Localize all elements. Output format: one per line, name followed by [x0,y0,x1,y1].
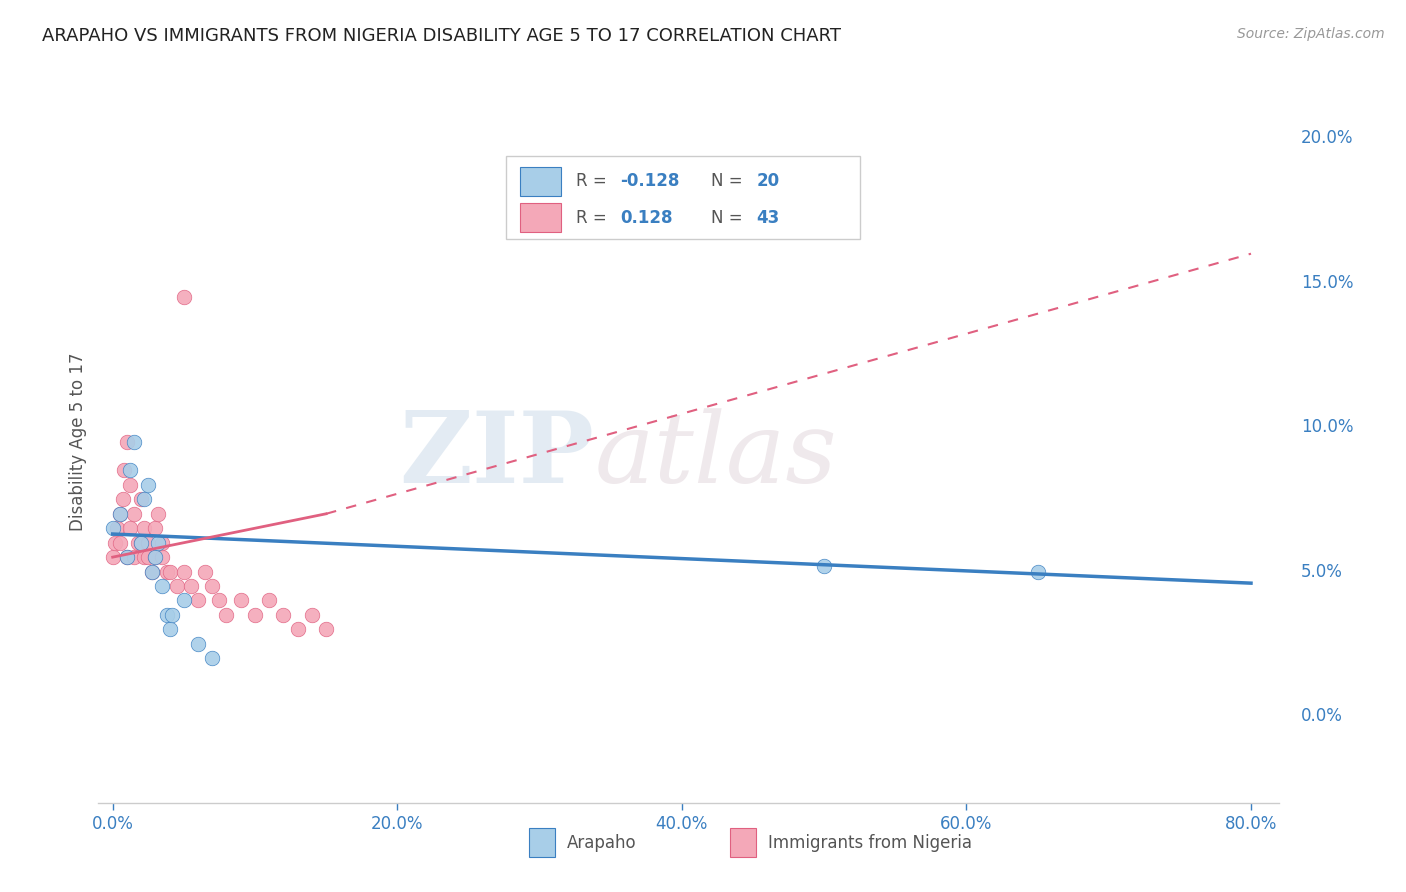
Text: Immigrants from Nigeria: Immigrants from Nigeria [768,833,972,852]
Y-axis label: Disability Age 5 to 17: Disability Age 5 to 17 [69,352,87,531]
Point [115,550,138,565]
Text: Arapaho: Arapaho [567,833,637,852]
Point [104,535,127,549]
Point [152,579,174,593]
Point [129,492,152,507]
Point [129,535,152,549]
Point [118,521,141,535]
Point [287,623,309,637]
Bar [730,828,756,857]
Point [1026,565,1049,579]
Point [148,535,170,549]
Point [122,550,145,565]
Point [187,637,209,651]
Point [141,565,163,579]
Point [273,607,295,622]
Point [315,623,337,637]
Point [187,593,209,607]
Point [143,521,166,535]
Point [108,535,131,549]
Point [111,492,134,507]
Point [108,507,131,521]
Point [127,535,149,549]
Text: ZIP: ZIP [399,408,595,505]
Text: 15.0%: 15.0% [1301,274,1354,292]
FancyBboxPatch shape [506,156,860,239]
Point [143,550,166,565]
Point [257,593,280,607]
Point [201,651,224,665]
Point [122,434,145,449]
Point [108,507,131,521]
Text: atlas: atlas [595,409,837,504]
Text: R =: R = [575,172,612,190]
Point [159,565,181,579]
Point [136,550,159,565]
Text: 0.0%: 0.0% [1301,707,1343,725]
Text: 5.0%: 5.0% [1301,563,1343,581]
Point [136,478,159,492]
Point [112,463,135,477]
Point [159,623,181,637]
Bar [520,167,561,196]
Point [301,607,323,622]
Point [101,521,124,535]
Point [148,507,170,521]
Point [201,579,224,593]
Point [101,550,124,565]
Point [129,535,152,549]
Text: ARAPAHO VS IMMIGRANTS FROM NIGERIA DISABILITY AGE 5 TO 17 CORRELATION CHART: ARAPAHO VS IMMIGRANTS FROM NIGERIA DISAB… [42,27,841,45]
Text: 43: 43 [756,209,779,227]
Point [173,593,195,607]
Point [141,565,163,579]
Point [132,550,155,565]
Point [162,607,184,622]
Point [105,521,128,535]
Point [243,607,266,622]
Point [115,434,138,449]
Text: 20: 20 [756,172,779,190]
Point [143,550,166,565]
Point [115,550,138,565]
Point [173,290,195,304]
Point [132,492,155,507]
Point [180,579,202,593]
Point [156,607,179,622]
Point [173,565,195,579]
Text: -0.128: -0.128 [620,172,681,190]
Point [166,579,188,593]
Text: N =: N = [711,172,748,190]
Text: 10.0%: 10.0% [1301,418,1354,436]
Point [152,550,174,565]
Point [813,558,835,573]
Text: R =: R = [575,209,612,227]
Point [194,565,217,579]
Point [156,565,179,579]
Text: Source: ZipAtlas.com: Source: ZipAtlas.com [1237,27,1385,41]
Point [122,507,145,521]
Point [208,593,231,607]
Point [118,463,141,477]
Bar [520,203,561,232]
Text: 20.0%: 20.0% [1301,129,1354,147]
Point [152,535,174,549]
Point [132,521,155,535]
Text: 0.128: 0.128 [620,209,673,227]
Point [118,478,141,492]
Point [136,535,159,549]
Text: N =: N = [711,209,748,227]
Bar [530,828,555,857]
Point [215,607,238,622]
Point [229,593,252,607]
